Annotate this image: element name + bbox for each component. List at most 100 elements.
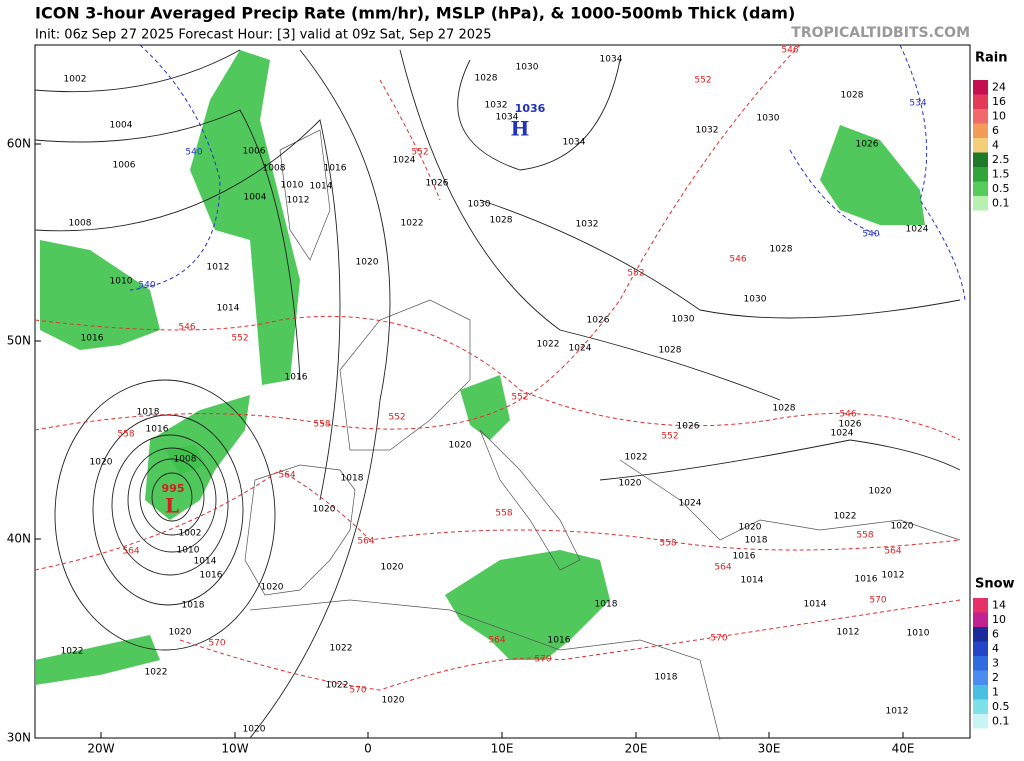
isobar-label: 1018 (745, 536, 768, 546)
isobar-label: 1010 (110, 277, 133, 287)
isobar-label: 1032 (696, 126, 719, 136)
isobar-label: 1020 (739, 523, 762, 533)
precip-area (445, 550, 610, 660)
thickness-label: 546 (178, 323, 195, 333)
pressure-center: H (511, 117, 530, 141)
isobar (34, 49, 241, 93)
thickness-label: 570 (534, 655, 551, 665)
legend-title: Rain (975, 51, 1008, 66)
legend-swatch (973, 196, 988, 211)
legend-swatch (973, 598, 988, 613)
isobar (127, 447, 217, 553)
isobar-label: 1006 (243, 147, 266, 157)
isobar-label: 1016 (855, 575, 878, 585)
isobar-label: 1018 (655, 673, 678, 683)
legend-label: 6 (992, 627, 999, 640)
isobar-label: 1002 (179, 529, 202, 539)
coastline (279, 129, 331, 261)
coastline (619, 459, 961, 541)
isobar-label: 1008 (69, 219, 92, 229)
legend-label: 16 (992, 95, 1006, 108)
lon-label: 20E (625, 742, 648, 756)
isobar-label: 1008 (263, 164, 286, 174)
isobar-label: 1030 (672, 315, 695, 325)
title: ICON 3-hour Averaged Precip Rate (mm/hr)… (35, 4, 795, 23)
isobar-label: 1016 (324, 164, 347, 174)
isobar-label: 1024 (831, 429, 854, 439)
thickness-label: 570 (710, 634, 727, 644)
isobar-label: 1018 (137, 408, 160, 418)
legend-swatch (973, 167, 988, 182)
legend-swatch (973, 685, 988, 700)
isobar-label: 1028 (659, 346, 682, 356)
legend-label: 1 (992, 685, 999, 698)
isobar-label: 1018 (341, 474, 364, 484)
thickness-line (34, 315, 961, 441)
thickness-label: 540 (138, 281, 155, 291)
isobar (111, 434, 229, 576)
legend-label: 0.1 (992, 196, 1010, 209)
thickness-label: 540 (185, 148, 202, 158)
coastlines (244, 129, 961, 741)
thickness-line (129, 44, 221, 291)
isobar-label: 1014 (194, 557, 217, 567)
coastline (339, 299, 471, 451)
precip-area (460, 375, 510, 440)
isobar-label: 1016 (733, 552, 756, 562)
isobar-label: 1026 (677, 422, 700, 432)
lon-label: 30E (758, 742, 781, 756)
isobar (54, 379, 276, 651)
thickness-label: 558 (856, 531, 873, 541)
pressure-center: L (165, 494, 179, 518)
isobar-label: 1020 (449, 441, 472, 451)
lon-label: 40E (892, 742, 915, 756)
legend-label: 0.5 (992, 700, 1010, 713)
thickness-label: 552 (511, 393, 528, 403)
lon-label: 20W (87, 742, 114, 756)
legend-label: 0.1 (992, 714, 1010, 727)
isobar-label: 1020 (169, 628, 192, 638)
isobar-label: 1020 (90, 458, 113, 468)
thickness-label: 534 (909, 99, 926, 109)
isobar-label: 1016 (285, 373, 308, 383)
legend-label: 24 (992, 80, 1006, 93)
thickness-label: 552 (627, 269, 644, 279)
isobar-label: 1014 (217, 304, 240, 314)
legend-label: 14 (992, 598, 1006, 611)
isobar-label: 1034 (496, 113, 519, 123)
subtitle: Init: 06z Sep 27 2025 Forecast Hour: [3]… (35, 28, 492, 43)
thickness-line (899, 44, 966, 301)
thickness-label: 558 (313, 420, 330, 430)
isobar-label: 1010 (907, 629, 930, 639)
isobar (249, 49, 391, 739)
precip-area (40, 240, 160, 350)
thickness-label: 570 (869, 596, 886, 606)
thickness-label: 546 (839, 410, 856, 420)
legend-swatch (973, 109, 988, 124)
coastline (244, 464, 356, 596)
isobar (34, 109, 301, 381)
isobar-label: 1024 (679, 499, 702, 509)
thickness-label: 546 (781, 46, 798, 56)
isobar-label: 1022 (834, 512, 857, 522)
isobar-label: 1024 (906, 225, 929, 235)
legend-swatch (973, 94, 988, 109)
isobar (399, 49, 781, 401)
isobar-label: 1018 (182, 601, 205, 611)
isobar (599, 439, 961, 481)
isobar-label: 1030 (744, 295, 767, 305)
isobar (34, 119, 341, 501)
legend-label: 4 (992, 642, 999, 655)
thickness-lines (34, 44, 966, 691)
isobar-label: 1022 (625, 453, 648, 463)
thickness-label: 558 (659, 539, 676, 549)
site-name: TROPICALTIDBITS.COM (791, 25, 970, 41)
isobar-label: 1032 (485, 101, 508, 111)
thickness-label: 564 (278, 471, 295, 481)
legend-swatch (973, 612, 988, 627)
legend-swatch (973, 80, 988, 95)
legend-swatch (973, 138, 988, 153)
isobar-label: 1016 (81, 334, 104, 344)
legend-label: 2.5 (992, 153, 1010, 166)
